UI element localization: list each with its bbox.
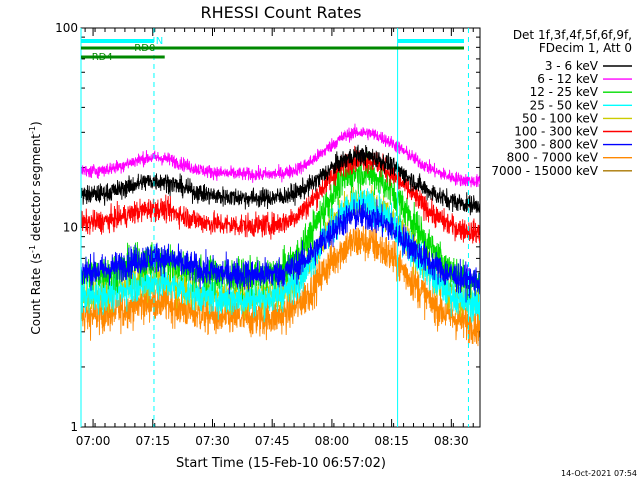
x-tick-label: 07:45 bbox=[255, 434, 290, 448]
legend-entry-label: 300 - 800 keV bbox=[514, 138, 598, 152]
x-axis-label: Start Time (15-Feb-10 06:57:02) bbox=[176, 456, 386, 471]
y-tick-label: 1 bbox=[70, 420, 78, 434]
legend-entry-label: 100 - 300 keV bbox=[514, 125, 598, 139]
legend-entry-label: 3 - 6 keV bbox=[545, 59, 599, 73]
chart-title: RHESSI Count Rates bbox=[201, 3, 362, 22]
legend-entry-label: 7000 - 15000 keV bbox=[491, 164, 598, 178]
x-tick-label: 07:00 bbox=[76, 434, 111, 448]
x-tick-label: 08:00 bbox=[315, 434, 350, 448]
y-tick-label: 100 bbox=[55, 21, 78, 35]
series-layer bbox=[81, 123, 480, 347]
series-line bbox=[81, 144, 480, 216]
night-label: N bbox=[156, 36, 163, 47]
x-tick-label: 08:30 bbox=[434, 434, 469, 448]
legend-entry-label: 25 - 50 keV bbox=[530, 98, 599, 112]
x-tick-label: 07:15 bbox=[135, 434, 170, 448]
y-tick-label: 10 bbox=[63, 221, 78, 235]
legend-entry-label: 800 - 7000 keV bbox=[507, 151, 599, 165]
footer-date: 14-Oct-2021 07:54 bbox=[561, 469, 637, 478]
series-line bbox=[81, 198, 480, 303]
legend-header-line-1: Det 1f,3f,4f,5f,6f,9f, bbox=[513, 28, 632, 42]
x-tick-label: 07:30 bbox=[195, 434, 230, 448]
rd4-label: RD4 bbox=[92, 52, 113, 63]
y-axis-label: Count Rate (s-1 detector segment-1) bbox=[28, 121, 43, 334]
y-axis-label-text: Count Rate (s-1 detector segment-1) bbox=[28, 121, 43, 334]
rd0-label: RD0 bbox=[134, 43, 155, 54]
legend-entry-label: 6 - 12 keV bbox=[537, 72, 599, 86]
x-tick-label: 08:15 bbox=[374, 434, 409, 448]
series-line bbox=[81, 145, 480, 244]
legend-entry-label: 12 - 25 keV bbox=[530, 85, 599, 99]
series-line bbox=[81, 123, 480, 188]
legend-entry-label: 50 - 100 keV bbox=[522, 111, 599, 125]
legend-header-line-2: FDecim 1, Att 0 bbox=[539, 41, 632, 55]
axes-layer: 1 10 100 07:00 07:15 07:30 07:45 08:00 08:15 08:3… bbox=[55, 21, 481, 448]
